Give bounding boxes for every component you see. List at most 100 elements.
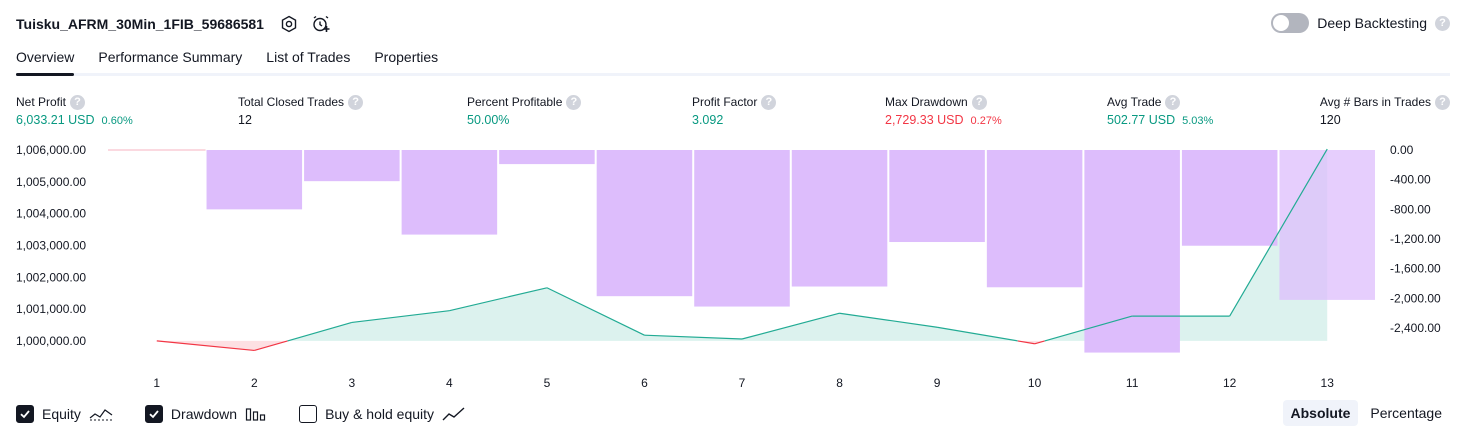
x-tick-label: 13 <box>1321 376 1335 390</box>
metric-percent: 0.60% <box>101 115 133 127</box>
equity-line-segment <box>449 287 548 312</box>
metric-percent: 0.27% <box>970 115 1002 127</box>
equity-line-segment <box>254 340 288 352</box>
y-left-tick-label: 1,005,000.00 <box>16 175 86 189</box>
y-left-tick-label: 1,000,000.00 <box>16 334 86 348</box>
equity-checkbox[interactable]: Equity <box>16 405 113 423</box>
absolute-button[interactable]: Absolute <box>1282 400 1359 426</box>
drawdown-checkbox[interactable]: Drawdown <box>144 405 267 423</box>
y-right-tick-label: -800.00 <box>1390 202 1431 216</box>
metric-label: Max Drawdown <box>885 95 968 109</box>
info-icon[interactable]: ? <box>1165 94 1181 110</box>
x-tick-label: 12 <box>1223 376 1237 390</box>
percentage-button[interactable]: Percentage <box>1370 405 1442 421</box>
metric-max-drawdown: Max Drawdown? 2,729.33 USD 0.27% <box>885 94 1002 127</box>
metrics-row: Net Profit? 6,033.21 USD 0.60% Total Clos… <box>16 94 1450 130</box>
drawdown-bar <box>499 150 595 165</box>
checkbox-checked[interactable] <box>144 405 163 423</box>
equity-line-segment <box>644 334 743 340</box>
metric-value: 6,033.21 USD <box>16 113 95 127</box>
y-left-tick-label: 1,002,000.00 <box>16 270 86 284</box>
equity-area-negative <box>156 340 1045 351</box>
y-right-tick-label: -2,400.00 <box>1390 321 1441 335</box>
y-right-tick-label: -2,000.00 <box>1390 291 1441 305</box>
report-tabs: Overview Performance Summary List of Tra… <box>16 46 1450 76</box>
tab-list-of-trades[interactable]: List of Trades <box>266 49 351 65</box>
equity-line-segment <box>351 310 450 324</box>
equity-line-segment <box>839 312 938 328</box>
tab-overview[interactable]: Overview <box>16 46 75 76</box>
drawdown-bar <box>889 150 985 243</box>
equity-line-segment <box>741 312 840 340</box>
buy-hold-checkbox-label: Buy & hold equity <box>325 406 435 422</box>
x-tick-label: 3 <box>349 376 356 390</box>
equity-line-icon <box>89 409 113 421</box>
x-tick-label: 1 <box>153 376 160 390</box>
y-left-tick-label: 1,003,000.00 <box>16 238 86 252</box>
info-icon[interactable]: ? <box>70 94 86 110</box>
equity-line-segment <box>1044 315 1133 342</box>
add-alert-icon[interactable] <box>310 13 332 35</box>
y-right-tick-label: -1,600.00 <box>1390 262 1441 276</box>
metric-label: Profit Factor <box>692 95 758 109</box>
checkbox-checked[interactable] <box>16 405 34 423</box>
equity-checkbox-label: Equity <box>42 406 81 422</box>
drawdown-bars-icon <box>245 408 266 421</box>
x-tick-label: 5 <box>544 376 551 390</box>
x-tick-label: 9 <box>934 376 941 390</box>
deep-backtesting: Deep Backtesting ? <box>1271 13 1450 33</box>
tab-properties[interactable]: Properties <box>374 49 439 65</box>
y-right-tick-label: 0.00 <box>1390 143 1414 157</box>
equity-line-segment <box>1017 340 1035 345</box>
chart-legend: Equity Drawdown Buy & hold equity <box>16 402 498 426</box>
deep-backtesting-label: Deep Backtesting <box>1317 15 1427 31</box>
info-icon[interactable]: ? <box>971 94 987 110</box>
metric-percent-profitable: Percent Profitable? 50.00% <box>467 94 582 127</box>
info-icon[interactable]: ? <box>566 94 582 110</box>
info-icon[interactable]: ? <box>1435 94 1450 110</box>
checkbox-unchecked[interactable] <box>299 405 318 423</box>
settings-icon[interactable] <box>278 13 300 35</box>
metric-label: Avg Trade <box>1107 95 1162 109</box>
y-left-tick-label: 1,001,000.00 <box>16 302 86 316</box>
drawdown-checkbox-label: Drawdown <box>170 406 238 422</box>
drawdown-bar <box>791 150 888 287</box>
trend-line-icon <box>442 407 465 421</box>
x-tick-label: 2 <box>251 376 258 390</box>
metric-total-closed-trades: Total Closed Trades? 12 <box>238 94 364 127</box>
metric-value: 3.092 <box>692 113 724 127</box>
metric-value: 120 <box>1319 113 1341 127</box>
help-icon[interactable]: ? <box>1435 15 1450 31</box>
x-tick-label: 8 <box>836 376 843 390</box>
drawdown-bar <box>1084 150 1180 353</box>
deep-backtesting-toggle[interactable] <box>1271 13 1310 33</box>
equity-line-segment <box>936 326 1018 342</box>
metric-value: 50.00% <box>467 113 510 127</box>
drawdown-bar <box>1279 150 1375 300</box>
y-right-tick-label: -400.00 <box>1390 173 1431 187</box>
info-icon[interactable]: ? <box>348 94 364 110</box>
metric-value: 12 <box>238 113 252 127</box>
y-left-tick-label: 1,004,000.00 <box>16 207 86 221</box>
buy-hold-checkbox[interactable]: Buy & hold equity <box>299 405 466 423</box>
strategy-name: Tuisku_AFRM_30Min_1FIB_59686581 <box>16 16 264 32</box>
equity-line-segment <box>156 340 255 352</box>
metric-avg-trade: Avg Trade? 502.77 USD 5.03% <box>1107 94 1213 127</box>
x-tick-label: 10 <box>1028 376 1042 390</box>
equity-drawdown-chart: 1,000,000.00 1,001,000.00 1,002,000.00 1,00… <box>16 143 1441 390</box>
drawdown-bar <box>596 150 693 297</box>
info-icon[interactable]: ? <box>761 94 777 110</box>
x-tick-label: 6 <box>641 376 648 390</box>
metric-label: Percent Profitable <box>467 95 563 109</box>
x-tick-label: 4 <box>446 376 453 390</box>
metric-label: Total Closed Trades <box>238 95 345 109</box>
metric-label: Net Profit <box>16 95 67 109</box>
equity-line-segment <box>546 287 645 336</box>
report-header: Tuisku_AFRM_30Min_1FIB_59686581 <box>16 12 332 36</box>
drawdown-bar <box>694 150 790 307</box>
metric-net-profit: Net Profit? 6,033.21 USD 0.60% <box>16 94 133 127</box>
drawdown-bar <box>401 150 498 235</box>
x-tick-label: 11 <box>1126 376 1139 390</box>
tab-performance-summary[interactable]: Performance Summary <box>98 49 243 65</box>
drawdown-bar <box>1181 150 1278 246</box>
